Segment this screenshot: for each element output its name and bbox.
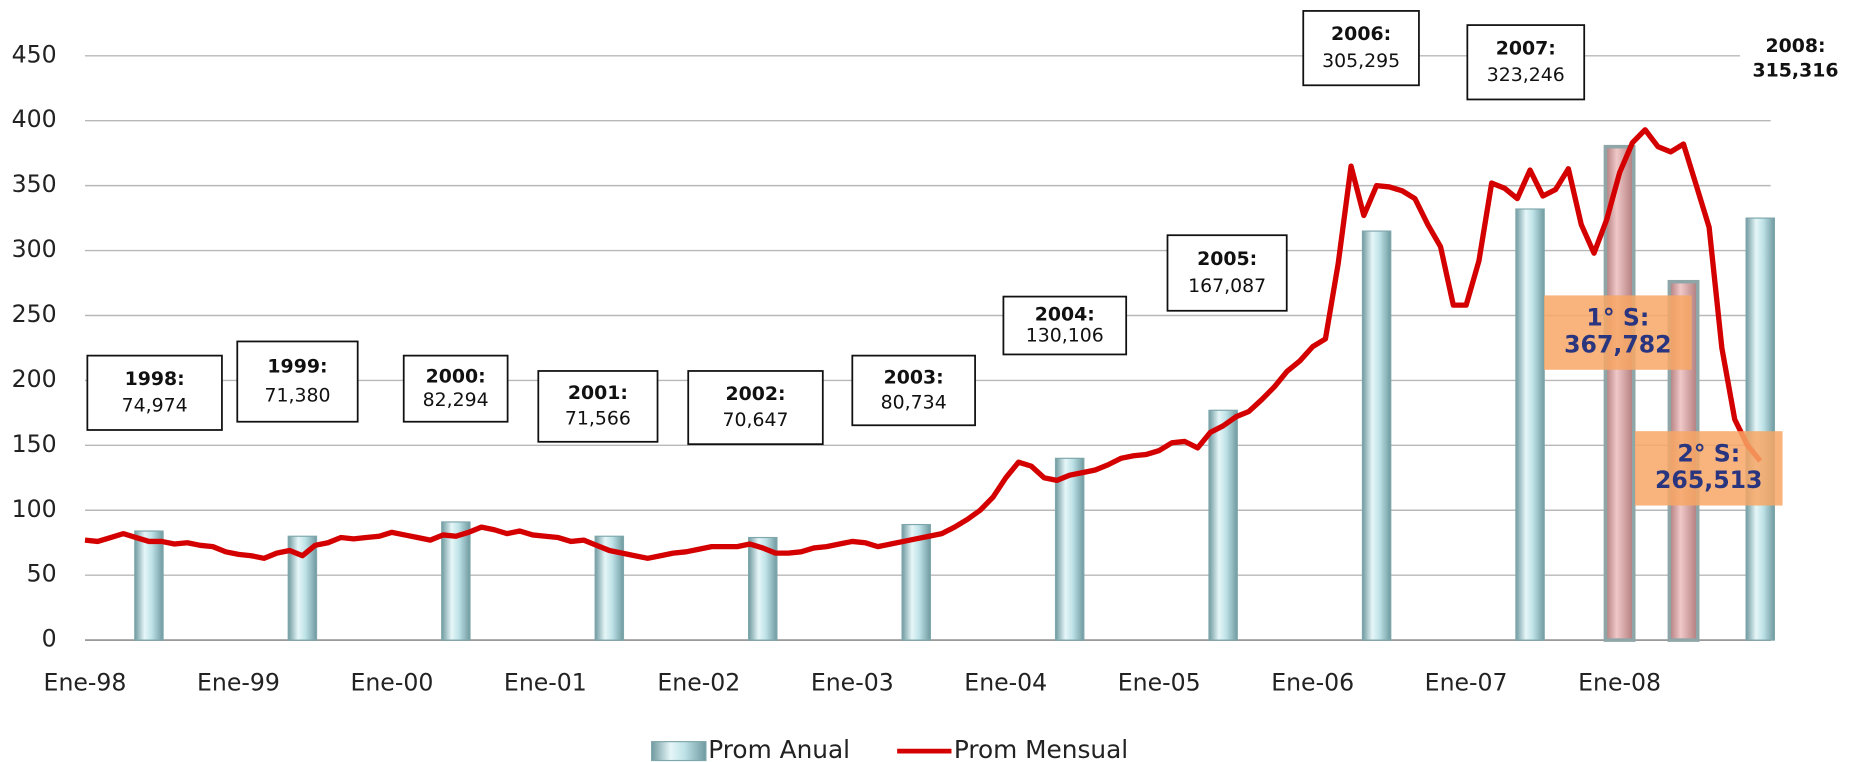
annotation-label: 2° S:: [1677, 439, 1740, 467]
bar: [901, 523, 931, 641]
bar: [1603, 144, 1636, 642]
y-tick-label: 250: [12, 300, 57, 328]
annotation-value: 71,566: [565, 408, 631, 430]
annotation-value: 305,295: [1322, 50, 1400, 72]
annotation: 1998: 74,974: [86, 354, 223, 431]
y-tick-label: 300: [12, 235, 57, 263]
annotation-label: 2002:: [725, 383, 785, 405]
y-tick-label: 0: [42, 625, 57, 653]
annotation-box: [1740, 25, 1851, 93]
annotation-value: 80,734: [881, 391, 947, 413]
y-tick-label: 150: [12, 430, 57, 458]
annotation-value: 82,294: [423, 389, 489, 411]
annotation-value: 323,246: [1487, 64, 1565, 86]
x-tick-label: Ene-03: [811, 668, 894, 696]
y-tick-label: 200: [12, 365, 57, 393]
bar: [748, 536, 778, 641]
x-tick-label: Ene-01: [504, 668, 587, 696]
annotation: 2007: 323,246: [1466, 24, 1586, 101]
annotation-value: 71,380: [264, 385, 330, 407]
annotation-label: 2006:: [1331, 23, 1391, 45]
annotation-label: 1998:: [125, 368, 185, 390]
annotation-label: 1° S:: [1586, 304, 1649, 332]
annotation-label: 2004:: [1035, 304, 1095, 326]
annotation-label: 2007:: [1496, 37, 1556, 59]
x-tick-label: Ene-00: [350, 668, 433, 696]
y-tick-label: 450: [12, 40, 57, 68]
annotation-box: [236, 340, 359, 423]
annotation: 2003: 80,734: [851, 354, 976, 427]
annotation-value: 167,087: [1188, 275, 1266, 297]
bar: [134, 530, 164, 641]
annotation-value: 70,647: [722, 409, 788, 431]
x-tick-label: Ene-08: [1578, 668, 1661, 696]
annotation: 2000:82,294: [402, 354, 509, 423]
legend-label: Prom Mensual: [954, 735, 1128, 762]
bar: [1515, 208, 1545, 641]
x-tick-label: Ene-99: [197, 668, 280, 696]
annotation-value: 265,513: [1655, 466, 1762, 494]
legend-label: Prom Anual: [708, 735, 850, 762]
x-tick-label: Ene-05: [1118, 668, 1201, 696]
annotation-box: [1466, 24, 1586, 101]
annotation: 2006: 305,295: [1302, 10, 1420, 87]
bar: [1361, 230, 1392, 641]
annotation-box: [86, 354, 223, 431]
annotation-box: [1002, 295, 1128, 356]
annotation-value: 367,782: [1564, 330, 1671, 358]
bar: [441, 521, 471, 641]
annotation-value: 74,974: [122, 395, 188, 417]
annotation: 2002: 70,647: [687, 370, 824, 446]
x-tick-label: Ene-98: [44, 668, 127, 696]
y-tick-label: 350: [12, 170, 57, 198]
line: [84, 127, 1763, 561]
annotation-box: [1302, 10, 1420, 87]
annotation: 1999: 71,380: [236, 340, 359, 423]
x-tick-label: Ene-04: [964, 668, 1047, 696]
y-tick-label: 400: [12, 105, 57, 133]
y-tick-label: 100: [12, 495, 57, 523]
annotation: 2005: 167,087: [1166, 234, 1288, 312]
annotation: 1° S:367,782: [1544, 295, 1692, 370]
legend-swatch: [651, 741, 707, 762]
bar: [1054, 457, 1085, 641]
bar: [1208, 409, 1238, 641]
annotation-label: 2000:: [426, 365, 486, 387]
annotation-label: 2005:: [1197, 248, 1257, 270]
annotation: 2004:130,106: [1002, 295, 1128, 356]
x-tick-label: Ene-07: [1425, 668, 1508, 696]
annotation-box: [1634, 431, 1783, 506]
annotation-box: [1544, 295, 1692, 370]
annotation-box: [1166, 234, 1288, 312]
annotation-value: 315,316: [1753, 59, 1839, 81]
x-tick-label: Ene-02: [657, 668, 740, 696]
annotation-label: 2003:: [884, 366, 944, 388]
annotation-box: [687, 370, 824, 446]
annotation-label: 1999:: [267, 356, 327, 378]
annotation-value: 130,106: [1026, 324, 1104, 346]
x-tick-label: Ene-06: [1271, 668, 1354, 696]
annotation-box: [851, 354, 976, 427]
bar: [1745, 217, 1776, 641]
annotation: 2008:315,316: [1740, 25, 1851, 93]
annotation-label: 2008:: [1765, 35, 1825, 57]
annotation: 2° S:265,513: [1634, 431, 1783, 506]
annotation-label: 2001:: [568, 382, 628, 404]
annotation: 2001: 71,566: [537, 370, 659, 443]
annotation-box: [402, 354, 509, 423]
y-tick-label: 50: [27, 560, 57, 588]
annotation-box: [537, 370, 659, 443]
